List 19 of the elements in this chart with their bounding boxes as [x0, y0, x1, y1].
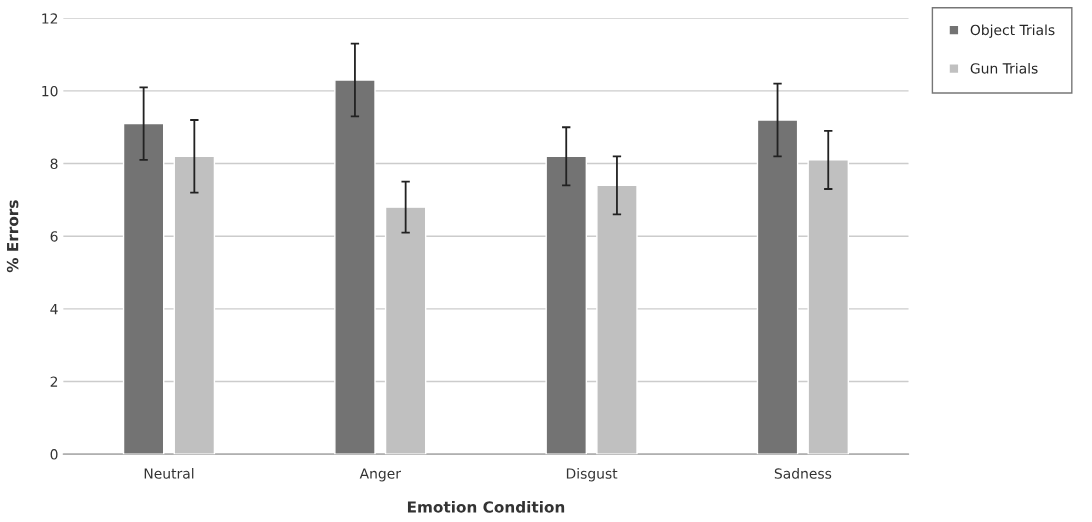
x-tick-label: Anger: [359, 468, 401, 482]
bar: [122, 122, 165, 455]
legend-label: Gun Trials: [970, 62, 1038, 74]
bar: [334, 79, 376, 455]
y-tick-label: 0: [50, 449, 58, 460]
x-tick-label: Sadness: [774, 468, 832, 479]
y-tick-label: 10: [42, 85, 58, 97]
y-axis-title: % Errors: [6, 200, 19, 273]
y-tick-label: 6: [50, 231, 58, 242]
x-tick-label: Disgust: [566, 468, 618, 482]
x-axis-title: Emotion Condition: [407, 500, 565, 513]
legend-label: Object Trials: [970, 24, 1055, 38]
y-tick-label: 8: [50, 158, 58, 170]
y-tick-label: 4: [50, 304, 58, 315]
y-tick-label: 2: [50, 376, 58, 387]
y-tick-label: 12: [42, 13, 58, 24]
bar: [545, 155, 588, 455]
bar: [756, 119, 799, 455]
x-tick-label: Neutral: [144, 468, 194, 479]
